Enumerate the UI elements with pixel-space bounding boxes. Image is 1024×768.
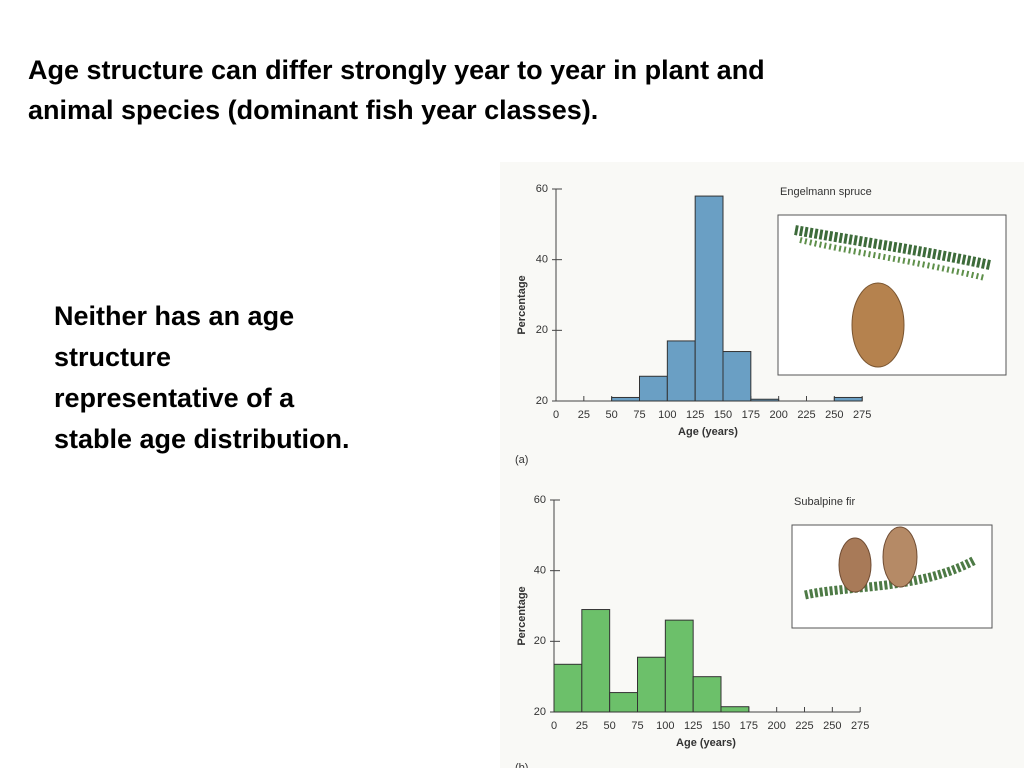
slide-body: Neither has an age — [54, 301, 294, 331]
y-tick-label: 20 — [536, 324, 548, 336]
y-tick-label: 60 — [534, 494, 546, 506]
branch — [804, 556, 978, 600]
x-tick-label: 125 — [686, 409, 704, 421]
x-tick-label: 50 — [604, 720, 616, 732]
fir-illustration — [791, 524, 993, 629]
x-tick-label: 175 — [742, 409, 760, 421]
x-tick-label: 225 — [795, 720, 813, 732]
cone — [838, 537, 872, 593]
x-tick-label: 275 — [853, 409, 871, 421]
slide-title: Age structure can differ strongly year t… — [28, 55, 765, 85]
x-tick-label: 0 — [553, 409, 559, 421]
bar — [833, 396, 863, 402]
x-tick-label: 150 — [714, 409, 732, 421]
x-tick-label: 150 — [712, 720, 730, 732]
y-tick-label: 20 — [536, 395, 548, 407]
bar — [637, 656, 666, 713]
x-tick-label: 25 — [578, 409, 590, 421]
bar — [692, 676, 722, 713]
slide-title: animal species (dominant fish year class… — [28, 95, 598, 125]
slide-body: stable age distribution. — [54, 424, 350, 454]
x-tick-label: 200 — [769, 409, 787, 421]
x-tick-label: 75 — [633, 409, 645, 421]
x-tick-label: 125 — [684, 720, 702, 732]
x-tick-label: 100 — [658, 409, 676, 421]
x-tick-label: 0 — [551, 720, 557, 732]
x-axis-label: Age (years) — [678, 426, 738, 438]
x-tick-label: 175 — [740, 720, 758, 732]
bar — [609, 692, 639, 713]
bar — [581, 609, 611, 713]
bar — [694, 195, 724, 402]
spruce-illustration — [777, 214, 1007, 376]
bar — [722, 351, 752, 402]
slide-body: representative of a — [54, 383, 295, 413]
x-tick-label: 250 — [825, 409, 843, 421]
slide-body: structure — [54, 342, 171, 372]
bar — [611, 396, 641, 402]
annotation: Subalpine fir — [794, 496, 855, 508]
bar — [750, 398, 780, 402]
branch — [794, 225, 992, 270]
bar — [666, 340, 696, 402]
cone — [882, 526, 918, 588]
y-tick-label: 20 — [534, 706, 546, 718]
panel-label: (b) — [515, 762, 528, 768]
x-axis-label: Age (years) — [676, 737, 736, 749]
bar — [639, 375, 668, 402]
annotation: Engelmann spruce — [780, 186, 872, 198]
x-tick-label: 225 — [797, 409, 815, 421]
y-axis-label: Percentage — [516, 586, 528, 645]
x-tick-label: 100 — [656, 720, 674, 732]
x-tick-label: 275 — [851, 720, 869, 732]
y-tick-label: 40 — [536, 254, 548, 266]
bar — [664, 619, 694, 713]
bar — [720, 706, 750, 713]
x-tick-label: 25 — [576, 720, 588, 732]
x-tick-label: 250 — [823, 720, 841, 732]
x-tick-label: 75 — [631, 720, 643, 732]
y-tick-label: 60 — [536, 183, 548, 195]
y-tick-label: 20 — [534, 635, 546, 647]
x-tick-label: 200 — [767, 720, 785, 732]
y-tick-label: 40 — [534, 565, 546, 577]
y-axis-label: Percentage — [516, 275, 528, 334]
bar — [553, 663, 583, 713]
x-tick-label: 50 — [606, 409, 618, 421]
panel-label: (a) — [515, 454, 528, 466]
cone — [851, 282, 905, 368]
